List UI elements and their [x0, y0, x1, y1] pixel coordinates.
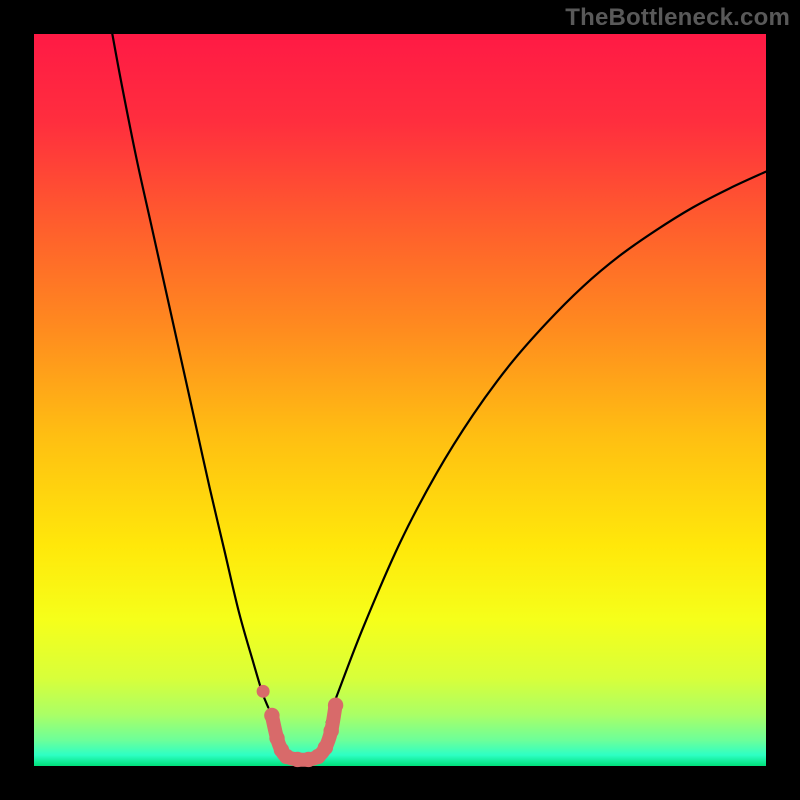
- watermark-text: TheBottleneck.com: [565, 4, 790, 32]
- trough-marker-dot: [257, 685, 270, 698]
- trough-marker-bead: [323, 723, 338, 738]
- trough-marker-bead: [328, 698, 343, 713]
- trough-marker-bead: [264, 708, 279, 723]
- bottleneck-chart: [0, 0, 800, 800]
- plot-area: [34, 34, 766, 766]
- trough-marker-bead: [318, 740, 333, 755]
